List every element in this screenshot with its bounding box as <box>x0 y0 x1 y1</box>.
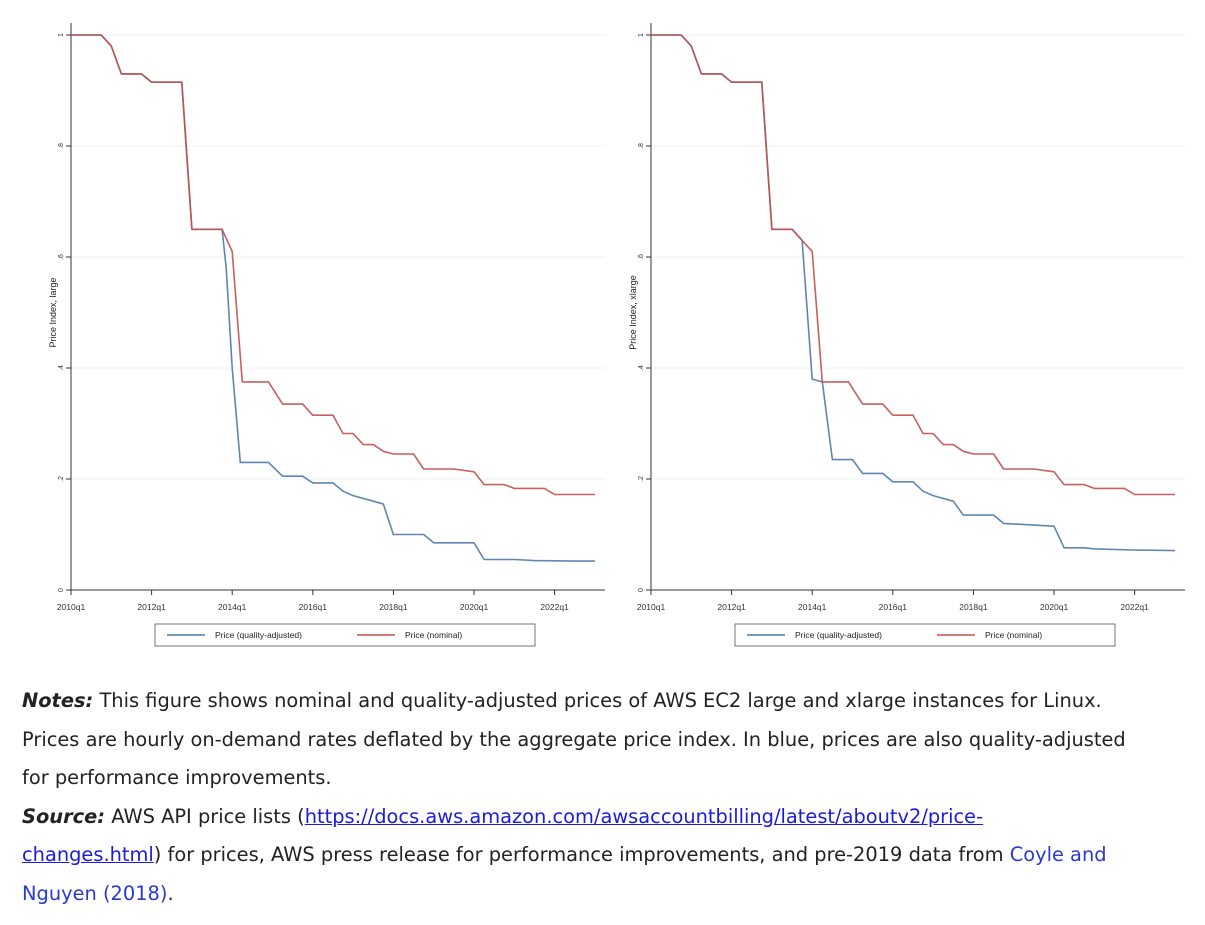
chart-xlarge-y-tick-label: .8 <box>638 143 645 149</box>
chart-large-x-tick-label: 2010q1 <box>57 602 86 612</box>
source-word-aws: AWS <box>111 804 155 828</box>
chart-xlarge-x-tick-label: 2010q1 <box>637 602 666 612</box>
chart-xlarge-legend <box>734 623 1116 647</box>
source-word-price: price <box>197 804 247 828</box>
chart-large-x-tick-label: 2018q1 <box>379 602 408 612</box>
chart-xlarge-y-tick-label: .6 <box>638 254 645 260</box>
chart-large-series-nominal-line <box>71 34 595 496</box>
chart-large-y-axis-label: Price Index, large <box>48 277 58 347</box>
chart-xlarge-x-tick-label: 2012q1 <box>717 602 746 612</box>
chart-xlarge-legend-label: Price (quality-adjusted) <box>795 630 882 640</box>
chart-large-y-tick-label: 1 <box>58 33 65 37</box>
chart-large-x-tick-label: 2016q1 <box>299 602 328 612</box>
chart-xlarge-series-nominal-line <box>651 34 1175 496</box>
chart-xlarge-y-tick-label: 0 <box>638 588 645 592</box>
source-label: Source: <box>22 804 106 828</box>
source-word-api: API <box>161 804 192 828</box>
chart-xlarge-y-axis-label: Price Index, xlarge <box>628 275 638 350</box>
notes-line-3: for performance improvements. <box>22 766 332 789</box>
chart-large: 0 .2 .4 .6 .8 1 2010q1 2012q1 2014q1 2016q1 2018q1… <box>25 0 605 660</box>
chart-xlarge-x-tick-label: 2014q1 <box>798 602 827 612</box>
notes-text-1: This figure shows nominal and quality-ad… <box>93 689 1102 712</box>
chart-xlarge-legend-label: Price (nominal) <box>985 630 1042 640</box>
chart-xlarge: 0 .2 .4 .6 .8 1 2010q1 2012q1 2014q1 2016q1 2018q1… <box>605 0 1185 660</box>
notes-line-2: Prices are hourly on-demand rates deflat… <box>22 727 1126 751</box>
citation-link[interactable]: Coyle and <box>1009 843 1107 866</box>
source-end: . <box>167 881 174 905</box>
chart-large-x-tick-label: 2020q1 <box>460 602 489 612</box>
chart-large-y-tick-label: .8 <box>58 143 65 149</box>
chart-large-legend-label: Price (quality-adjusted) <box>215 630 302 640</box>
chart-xlarge-svg: 0 .2 .4 .6 .8 1 2010q1 2012q1 2014q1 2016q1 2018q1… <box>628 23 1185 647</box>
chart-large-x-tick-label: 2022q1 <box>540 602 569 612</box>
source-url-link[interactable]: https://docs.aws.amazon.com/awsaccountbi… <box>304 804 984 828</box>
chart-large-legend-label: Price (nominal) <box>405 630 462 640</box>
source-url-wrap: (https://docs.aws.amazon.com/awsaccountb… <box>297 805 983 828</box>
source-word-lists: lists <box>252 804 291 828</box>
chart-xlarge-y-tick-label: .2 <box>638 476 645 482</box>
chart-large-y-tick-label: .4 <box>58 365 65 371</box>
source-line-1: Source: AWS API price lists (https://doc… <box>22 798 1205 837</box>
chart-large-x-tick-label: 2014q1 <box>218 602 247 612</box>
source-text: ) for prices, AWS press release for perf… <box>153 843 1010 866</box>
source-line-2: changes.html) for prices, AWS press rele… <box>22 836 1205 875</box>
chart-large-x-tick-label: 2012q1 <box>137 602 166 612</box>
chart-large-plot-area <box>71 23 605 590</box>
chart-large-y-tick-label: .2 <box>58 476 65 482</box>
notes-line-1: Notes: This figure shows nominal and qua… <box>22 682 1205 721</box>
chart-xlarge-plot-area <box>651 23 1185 590</box>
chart-xlarge-x-tick-label: 2020q1 <box>1040 602 1069 612</box>
chart-large-y-tick-label: 0 <box>58 588 65 592</box>
chart-xlarge-y-tick-label: .4 <box>638 365 645 371</box>
source-open-paren: ( <box>297 804 305 828</box>
figure-notes: Notes: This figure shows nominal and qua… <box>22 682 1205 913</box>
chart-large-y-tick-label: .6 <box>58 254 65 260</box>
chart-large-svg: 0 .2 .4 .6 .8 1 2010q1 2012q1 2014q1 2016q1 2018q1… <box>48 23 605 647</box>
source-url-link-cont[interactable]: changes.html <box>22 843 154 866</box>
chart-xlarge-x-tick-label: 2016q1 <box>879 602 908 612</box>
citation-link-cont[interactable]: Nguyen (2018) <box>22 881 168 905</box>
chart-xlarge-x-tick-label: 2018q1 <box>959 602 988 612</box>
notes-label: Notes: <box>22 689 94 712</box>
chart-xlarge-y-tick-label: 1 <box>638 33 645 37</box>
chart-large-legend <box>154 623 536 647</box>
source-line-3: Nguyen (2018). <box>22 875 1205 914</box>
chart-xlarge-x-tick-label: 2022q1 <box>1120 602 1149 612</box>
